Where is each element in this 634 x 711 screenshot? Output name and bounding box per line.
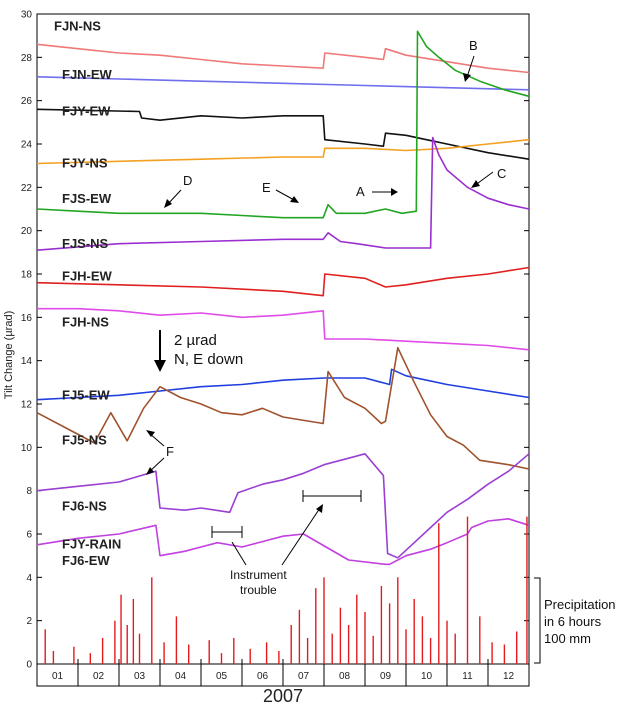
series-label-fjs-ns: FJS-NS: [62, 236, 109, 251]
annotation-b-arrowhead: [463, 73, 471, 82]
trouble-pointer-1: [231, 541, 247, 566]
y-tick-label: 24: [21, 140, 33, 151]
series-fjh-ew: [36, 266, 530, 297]
series-layer: [36, 30, 530, 664]
x-tick-label: 04: [175, 671, 187, 682]
y-tick-label: 2: [26, 616, 32, 627]
series-fjn-ew: [36, 76, 530, 91]
series-label-fjn-ew: FJN-EW: [62, 67, 113, 82]
series-fjn-ns: [36, 43, 530, 74]
series-label-fj6-ns: FJ6-NS: [62, 499, 107, 514]
annotation-d-arrowhead: [164, 199, 172, 208]
y-tick-label: 6: [26, 530, 32, 541]
y-tick-label: 10: [21, 443, 33, 454]
precipitation-note: Precipitation in 6 hours 100 mm: [534, 577, 616, 664]
y-tick-label: 14: [21, 356, 33, 367]
x-tick-label: 12: [503, 671, 515, 682]
y-tick-label: 16: [21, 313, 33, 324]
series-label-fjy-rain: FJY-RAIN: [62, 536, 121, 551]
annotation-f-arrowhead-lower: [146, 467, 154, 475]
series-fjh-ns: [37, 307, 530, 351]
x-tick-label: 02: [93, 671, 105, 682]
scale-arrowhead: [154, 360, 166, 372]
annotation-a-arrowhead: [391, 188, 398, 196]
annotation-c: C: [497, 166, 506, 181]
series-fjs-ew: [36, 30, 530, 219]
x-tick-label: 06: [257, 671, 269, 682]
series-label-fjs-ew: FJS-EW: [62, 191, 112, 206]
series-label-fjn-ns: FJN-NS: [54, 18, 101, 33]
annotation-a: A: [356, 184, 365, 199]
precipitation-note-line2: in 6 hours: [544, 614, 602, 629]
y-tick-label: 30: [21, 10, 33, 21]
trouble-pointer-2: [281, 507, 321, 566]
annotation-f-arrowhead-upper: [146, 430, 155, 437]
x-tick-label: 05: [216, 671, 228, 682]
x-axis-label: 2007: [263, 686, 303, 706]
y-tick-label: 22: [21, 183, 33, 194]
series-label-fj5-ns: FJ5-NS: [62, 433, 107, 448]
y-tick-label: 8: [26, 486, 32, 497]
y-tick-label: 12: [21, 400, 33, 411]
x-tick-label: 03: [134, 671, 146, 682]
x-tick-label: 08: [339, 671, 351, 682]
scale-note-line2: N, E down: [174, 351, 243, 368]
series-label-fj6-ew: FJ6-EW: [62, 553, 110, 568]
series-label-fj5-ew: FJ5-EW: [62, 388, 110, 403]
series-fjs-ns: [36, 136, 530, 251]
precipitation-bracket: [534, 577, 541, 664]
series-fjy-ew: [36, 108, 530, 160]
x-tick-label: 10: [421, 671, 433, 682]
y-tick-label: 0: [26, 660, 32, 671]
instrument-trouble-line1: Instrument: [230, 568, 287, 582]
annotations: A B C D E F Instrument trouble: [146, 38, 506, 597]
annotation-b: B: [469, 38, 478, 53]
series-label-fjh-ns: FJH-NS: [62, 315, 109, 330]
annotation-c-arrowhead: [471, 180, 480, 188]
annotation-f: F: [166, 444, 174, 459]
y-tick-label: 28: [21, 53, 33, 64]
series-label-fjh-ew: FJH-EW: [62, 269, 113, 284]
series-labels: FJN-NS FJN-EW FJY-EW FJY-NS FJS-EW FJS-NS FJH-…: [54, 18, 121, 568]
y-tick-label: 20: [21, 226, 33, 237]
series-fj5-ns: [36, 346, 530, 470]
x-tick-label: 09: [380, 671, 392, 682]
series-fj5-ew: [36, 368, 530, 401]
scale-note-line1: 2 µrad: [174, 332, 217, 349]
y-tick-label: 18: [21, 270, 33, 281]
x-tick-label: 01: [52, 671, 64, 682]
annotation-e-arrowhead: [290, 196, 299, 203]
series-fjy-rain: [44, 516, 528, 664]
y-tick-label: 26: [21, 96, 33, 107]
precipitation-note-line1: Precipitation: [544, 597, 616, 612]
precipitation-note-line3: 100 mm: [544, 631, 591, 646]
trouble-pointer-2-arrowhead: [316, 504, 323, 513]
annotation-e: E: [262, 180, 271, 195]
series-label-fjy-ew: FJY-EW: [62, 103, 111, 118]
scale-note: 2 µrad N, E down: [154, 330, 243, 372]
y-axis-label: Tilt Change (µrad): [3, 311, 15, 399]
series-fjy-ns: [36, 138, 530, 165]
annotation-d: D: [183, 173, 192, 188]
series-fj6-ew: [36, 517, 530, 566]
instrument-trouble-line2: trouble: [240, 583, 277, 597]
x-tick-label: 07: [298, 671, 310, 682]
x-tick-label: 11: [462, 671, 473, 682]
series-fj6-ns: [36, 452, 530, 559]
y-tick-label: 4: [26, 573, 32, 584]
series-label-fjy-ns: FJY-NS: [62, 156, 108, 171]
